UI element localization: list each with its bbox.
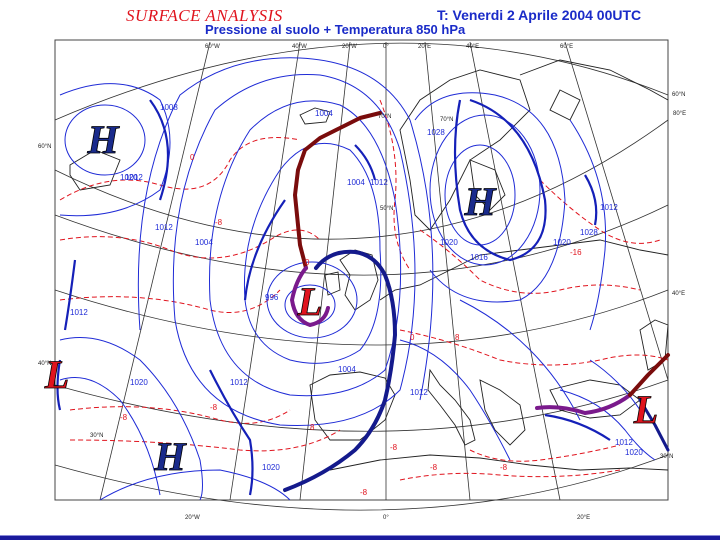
- isobar-label: 1020: [130, 378, 148, 387]
- pressure-center-h-2: H: [153, 434, 187, 479]
- isobar-label: 1020: [625, 448, 643, 457]
- title-date: T: Venerdi 2 Aprile 2004 00UTC: [437, 7, 642, 23]
- coastlines: [69, 59, 669, 471]
- isobar-label: 1012: [125, 173, 143, 182]
- isobar-label: 1012: [615, 438, 633, 447]
- temperature-label: 8: [455, 333, 460, 342]
- cold-front-atlantic: [283, 249, 397, 492]
- pressure-center-l-5: L: [633, 387, 658, 432]
- isobar-label: 1012: [70, 308, 88, 317]
- subtitle: Pressione al suolo + Temperatura 850 hPa: [205, 22, 466, 37]
- pressure-centers: H H H L L L: [43, 117, 658, 480]
- isobar-label: 1012: [230, 378, 248, 387]
- bottom-rule: [0, 536, 720, 540]
- grid-label: 40°E: [466, 44, 479, 50]
- grid-label: 30°N: [660, 454, 673, 460]
- isobars: [59, 57, 656, 501]
- title-surface-analysis: SURFACE ANALYSIS: [126, 6, 283, 25]
- isobar-label: 1008: [160, 103, 178, 112]
- isobar-label: 1004: [315, 109, 333, 118]
- temperature-labels: 0 -8 -8 -8 0 8 -8 -16 -8 0 8 -8 -8: [120, 153, 582, 497]
- temperature-label: -8: [390, 443, 398, 452]
- pressure-center-l-3: L: [44, 352, 69, 397]
- grid-label: 0°: [383, 44, 389, 50]
- grid-label: 20°E: [418, 44, 431, 50]
- grid-label: 20°E: [577, 515, 590, 521]
- map-frame: [54, 39, 669, 501]
- grid-label: 40°N: [38, 361, 51, 367]
- isobar-label: 1028: [427, 128, 445, 137]
- grid-label: 80°E: [673, 111, 686, 117]
- grid-label: 30°N: [90, 433, 103, 439]
- grid-label: 60°N: [38, 144, 51, 150]
- temperature-label: -8: [120, 413, 128, 422]
- isobar-label: 1020: [440, 238, 458, 247]
- warm-front-east: [628, 353, 670, 397]
- pressure-center-h-0: H: [86, 117, 120, 162]
- fronts: [283, 111, 670, 492]
- grid-label: 60°W: [205, 44, 220, 50]
- isobar-label: 1004: [347, 178, 365, 187]
- temperature-label: 8: [310, 423, 315, 432]
- pressure-center-l-4: L: [297, 279, 322, 324]
- temperature-label: -8: [360, 488, 368, 497]
- isobar-label: 1004: [195, 238, 213, 247]
- isobar-label: 1020: [120, 173, 138, 182]
- grid-label: 50°N: [380, 206, 393, 212]
- occluded-front-east: [535, 393, 632, 415]
- temperature-label: -8: [430, 463, 438, 472]
- bottom-rule-light: [0, 535, 720, 536]
- isobar-label: 1012: [155, 223, 173, 232]
- pressure-center-h-1: H: [463, 179, 497, 224]
- isobar-label: 1012: [410, 388, 428, 397]
- grid-label: 40°E: [672, 291, 685, 297]
- grid-label: 60°N: [672, 92, 685, 98]
- isotherms: [59, 99, 669, 481]
- graticule: [54, 41, 669, 511]
- grid-label: 60°E: [560, 44, 573, 50]
- temperature-label: -8: [215, 218, 223, 227]
- grid-label: 70°N: [378, 114, 391, 120]
- temperature-label: 0: [190, 153, 195, 162]
- isobar-label: 1020: [553, 238, 571, 247]
- isobar-label: 1020: [262, 463, 280, 472]
- grid-labels: 60°W 40°W 20°W 0° 20°E 40°E 60°E 80°E 60°N 60°N 50…: [38, 44, 686, 521]
- isobars-thick: [56, 98, 611, 496]
- isobar-label: 1004: [338, 365, 356, 374]
- temperature-label: 0: [410, 333, 415, 342]
- temperature-label: -16: [570, 248, 582, 257]
- grid-label: 0°: [383, 515, 389, 521]
- temperature-label: 0: [305, 258, 310, 267]
- isobar-label: 1028: [580, 228, 598, 237]
- cold-front-east: [638, 398, 670, 452]
- isobar-label: 1012: [370, 178, 388, 187]
- temperature-label: -8: [210, 403, 218, 412]
- isobar-label: 1016: [470, 253, 488, 262]
- warm-front-atlantic: [293, 111, 382, 270]
- grid-label: 20°W: [185, 515, 200, 521]
- grid-label: 40°W: [292, 44, 307, 50]
- grid-label: 20°W: [342, 44, 357, 50]
- isobar-label: 996: [265, 293, 279, 302]
- isobar-label: 1012: [600, 203, 618, 212]
- temperature-label: -8: [500, 463, 508, 472]
- grid-label: 70°N: [440, 117, 453, 123]
- occluded-front-atlantic: [290, 266, 330, 327]
